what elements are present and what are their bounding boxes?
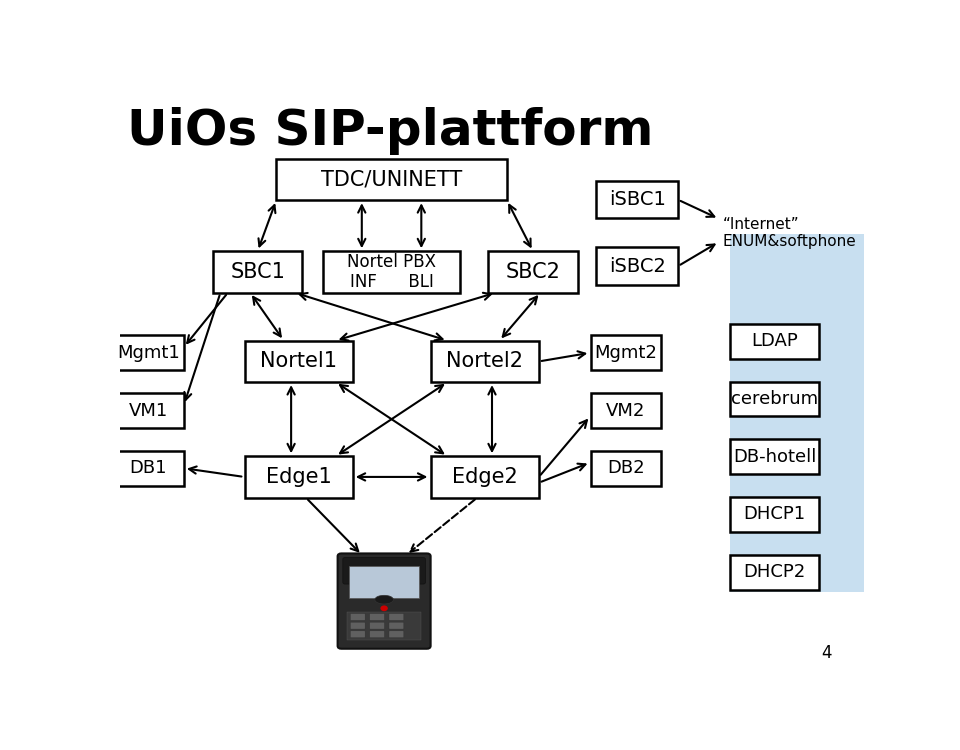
Text: DHCP2: DHCP2 xyxy=(744,563,805,581)
FancyBboxPatch shape xyxy=(431,456,539,498)
Ellipse shape xyxy=(374,596,394,604)
FancyBboxPatch shape xyxy=(389,622,404,629)
Text: cerebrum: cerebrum xyxy=(732,390,818,408)
FancyBboxPatch shape xyxy=(431,340,539,382)
FancyBboxPatch shape xyxy=(596,181,678,218)
FancyBboxPatch shape xyxy=(348,612,420,640)
Text: Nortel1: Nortel1 xyxy=(260,352,337,371)
Text: Nortel2: Nortel2 xyxy=(446,352,523,371)
Text: Edge2: Edge2 xyxy=(452,467,517,487)
FancyBboxPatch shape xyxy=(213,251,302,292)
FancyBboxPatch shape xyxy=(489,251,578,292)
FancyBboxPatch shape xyxy=(370,631,385,638)
FancyBboxPatch shape xyxy=(590,451,661,485)
FancyBboxPatch shape xyxy=(731,382,820,416)
Text: TDC/UNINETT: TDC/UNINETT xyxy=(321,170,462,190)
FancyBboxPatch shape xyxy=(730,234,879,592)
Text: VM1: VM1 xyxy=(129,401,168,419)
FancyBboxPatch shape xyxy=(350,631,365,638)
FancyBboxPatch shape xyxy=(276,159,507,200)
Text: iSBC2: iSBC2 xyxy=(609,256,665,276)
FancyBboxPatch shape xyxy=(113,451,183,485)
FancyBboxPatch shape xyxy=(370,614,385,620)
Text: iSBC1: iSBC1 xyxy=(609,190,665,209)
FancyBboxPatch shape xyxy=(731,497,820,532)
FancyBboxPatch shape xyxy=(113,393,183,427)
FancyBboxPatch shape xyxy=(245,340,352,382)
FancyBboxPatch shape xyxy=(350,622,365,629)
FancyBboxPatch shape xyxy=(731,440,820,474)
Text: DB-hotell: DB-hotell xyxy=(733,448,816,466)
FancyBboxPatch shape xyxy=(731,324,820,358)
FancyBboxPatch shape xyxy=(113,335,183,370)
Text: 4: 4 xyxy=(822,644,832,662)
FancyBboxPatch shape xyxy=(731,555,820,590)
FancyBboxPatch shape xyxy=(323,251,461,292)
FancyBboxPatch shape xyxy=(389,631,404,638)
FancyBboxPatch shape xyxy=(590,335,661,370)
FancyBboxPatch shape xyxy=(245,456,352,498)
Circle shape xyxy=(380,605,388,611)
Text: Mgmt1: Mgmt1 xyxy=(117,344,180,362)
Text: Edge1: Edge1 xyxy=(266,467,331,487)
FancyBboxPatch shape xyxy=(350,614,365,620)
FancyBboxPatch shape xyxy=(389,614,404,620)
Text: DHCP1: DHCP1 xyxy=(744,506,805,524)
Text: Mgmt2: Mgmt2 xyxy=(594,344,658,362)
Text: “Internet”
ENUM&softphone: “Internet” ENUM&softphone xyxy=(723,217,856,250)
FancyBboxPatch shape xyxy=(590,393,661,427)
FancyBboxPatch shape xyxy=(338,554,431,649)
Text: SBC1: SBC1 xyxy=(230,262,285,282)
Text: VM2: VM2 xyxy=(606,401,646,419)
Text: Nortel PBX
INF      BLI: Nortel PBX INF BLI xyxy=(348,253,436,291)
FancyBboxPatch shape xyxy=(343,557,425,584)
Text: SBC2: SBC2 xyxy=(506,262,561,282)
Text: DB2: DB2 xyxy=(607,459,645,477)
Text: DB1: DB1 xyxy=(130,459,167,477)
FancyBboxPatch shape xyxy=(596,248,678,285)
Text: UiOs SIP-plattform: UiOs SIP-plattform xyxy=(128,107,654,155)
FancyBboxPatch shape xyxy=(348,566,420,598)
FancyBboxPatch shape xyxy=(370,622,385,629)
Text: LDAP: LDAP xyxy=(752,332,798,350)
